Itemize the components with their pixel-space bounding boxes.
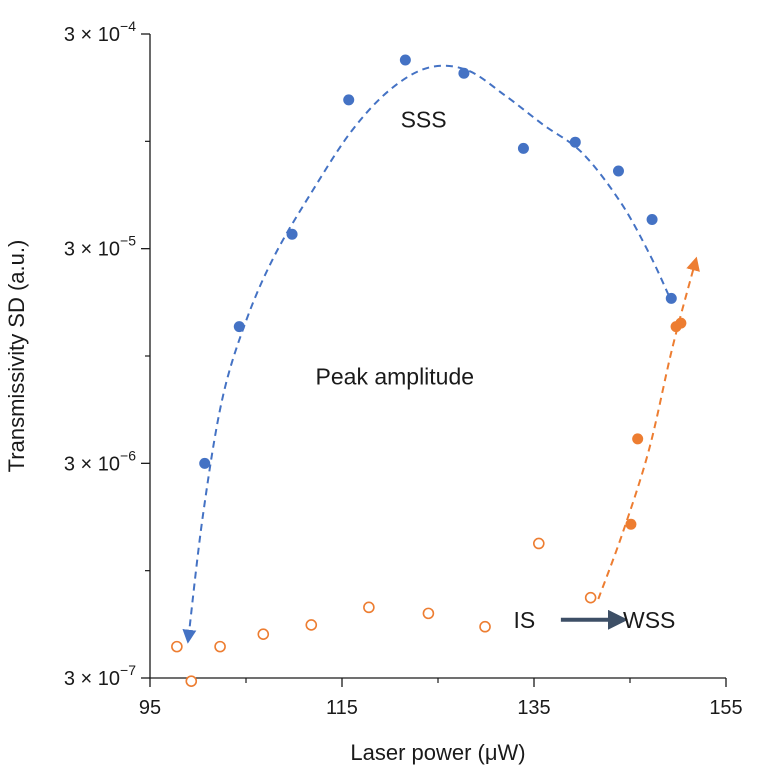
wss-data-point xyxy=(675,317,687,329)
sss-data-point xyxy=(343,94,355,106)
sss-data-point xyxy=(233,321,245,333)
is-data-point xyxy=(479,620,491,633)
annotation-is: IS xyxy=(514,607,536,633)
sss-data-point xyxy=(399,54,411,66)
x-tick-label: 115 xyxy=(326,697,358,719)
y-tick-exponent: −5 xyxy=(120,233,136,249)
y-tick-mantissa: 3 × 10 xyxy=(64,239,120,261)
y-axis-ticks: 3 × 10−73 × 10−63 × 10−53 × 10−4 xyxy=(64,18,150,690)
y-tick-exponent: −6 xyxy=(120,447,136,463)
sss-data-point xyxy=(199,457,211,469)
x-axis-ticks: 95 115 135 155 xyxy=(139,678,743,719)
sss-data-point xyxy=(646,214,658,226)
is-data-point xyxy=(171,640,183,653)
y-tick-mantissa: 3 × 10 xyxy=(64,24,120,46)
is-data-point xyxy=(532,537,545,550)
annotation-peak-amplitude: Peak amplitude xyxy=(316,364,475,390)
x-tick-label: 95 xyxy=(139,697,161,719)
sss-data-point xyxy=(458,67,470,79)
is-data-point xyxy=(257,628,270,640)
y-tick-label: 3 × 10−4 xyxy=(64,18,136,46)
is-data-point xyxy=(584,591,597,604)
y-tick-label: 3 × 10−5 xyxy=(64,233,136,261)
y-tick-exponent: −7 xyxy=(120,662,136,678)
x-tick-label: 155 xyxy=(709,697,742,719)
y-tick-mantissa: 3 × 10 xyxy=(64,668,120,690)
x-tick-label: 135 xyxy=(517,697,550,719)
sss-trend-curve xyxy=(182,64,672,644)
annotations: SSS Peak amplitude IS WSS xyxy=(316,106,676,632)
annotation-sss: SSS xyxy=(401,106,447,132)
is-data-point xyxy=(214,640,226,653)
data-points xyxy=(171,54,687,687)
y-tick-label: 3 × 10−7 xyxy=(64,662,136,690)
sss-data-point xyxy=(286,228,298,240)
trend-curves xyxy=(182,64,700,644)
sss-data-point xyxy=(612,165,624,177)
sss-data-point xyxy=(665,292,677,304)
y-tick-mantissa: 3 × 10 xyxy=(64,453,120,475)
y-tick-exponent: −4 xyxy=(120,18,136,34)
wss-trend-curve xyxy=(597,256,700,600)
is-data-point xyxy=(422,607,435,620)
y-axis-title: Transmissivity SD (a.u.) xyxy=(4,240,29,473)
wss-data-point xyxy=(625,518,637,530)
x-axis-title: Laser power (μW) xyxy=(350,740,525,765)
annotation-wss: WSS xyxy=(623,607,675,633)
y-tick-label: 3 × 10−6 xyxy=(64,447,136,475)
is-data-point xyxy=(185,675,198,687)
sss-data-point xyxy=(569,136,581,148)
sss-data-point xyxy=(517,142,529,154)
wss-data-point xyxy=(632,433,644,445)
is-data-point xyxy=(363,601,375,614)
is-data-point xyxy=(305,619,318,631)
